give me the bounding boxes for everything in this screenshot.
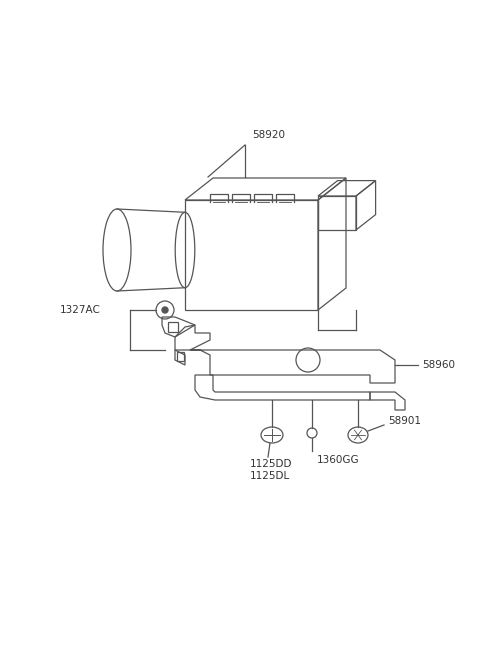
- Text: 1360GG: 1360GG: [317, 455, 360, 465]
- Text: 1125DL: 1125DL: [250, 471, 290, 481]
- Text: 1125DD: 1125DD: [250, 459, 292, 469]
- Circle shape: [162, 307, 168, 313]
- Text: 1327AC: 1327AC: [60, 305, 101, 315]
- Text: 58920: 58920: [252, 130, 285, 140]
- Text: 58960: 58960: [422, 360, 455, 370]
- Text: 58901: 58901: [388, 416, 421, 426]
